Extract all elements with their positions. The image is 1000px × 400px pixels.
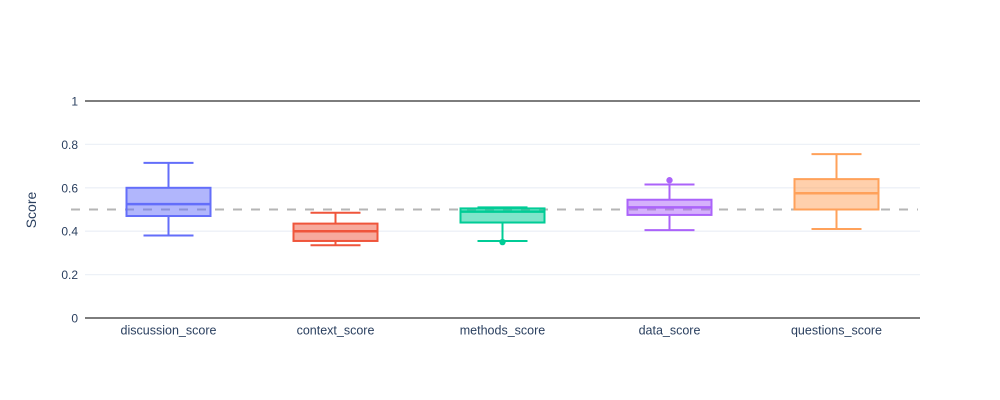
x-category-label: methods_score: [460, 324, 546, 338]
outlier-point: [666, 177, 673, 184]
x-category-label: questions_score: [791, 324, 882, 338]
y-tick-label: 0.8: [61, 138, 78, 152]
y-tick-label: 1: [71, 95, 78, 109]
chart-layers: 0 0.2 0.4 0.6 0.8 1 discussion_score context_sc…: [61, 95, 920, 338]
iqr-box: [125, 186, 212, 218]
box-data_score: [626, 177, 713, 232]
box-methods_score: [459, 206, 546, 246]
y-axis-title: Score: [23, 192, 39, 229]
box-discussion_score: [125, 161, 212, 237]
x-category-label: context_score: [297, 324, 375, 338]
y-tick-label: 0.6: [61, 181, 78, 195]
x-category-label: data_score: [639, 324, 701, 338]
y-tick-label: 0: [71, 312, 78, 326]
y-tick-label: 0.2: [61, 268, 78, 282]
x-category-label: discussion_score: [121, 324, 217, 338]
outlier-point: [499, 238, 506, 246]
box-context_score: [292, 211, 379, 247]
box-questions_score: [793, 153, 880, 231]
y-tick-label: 0.4: [61, 225, 78, 239]
